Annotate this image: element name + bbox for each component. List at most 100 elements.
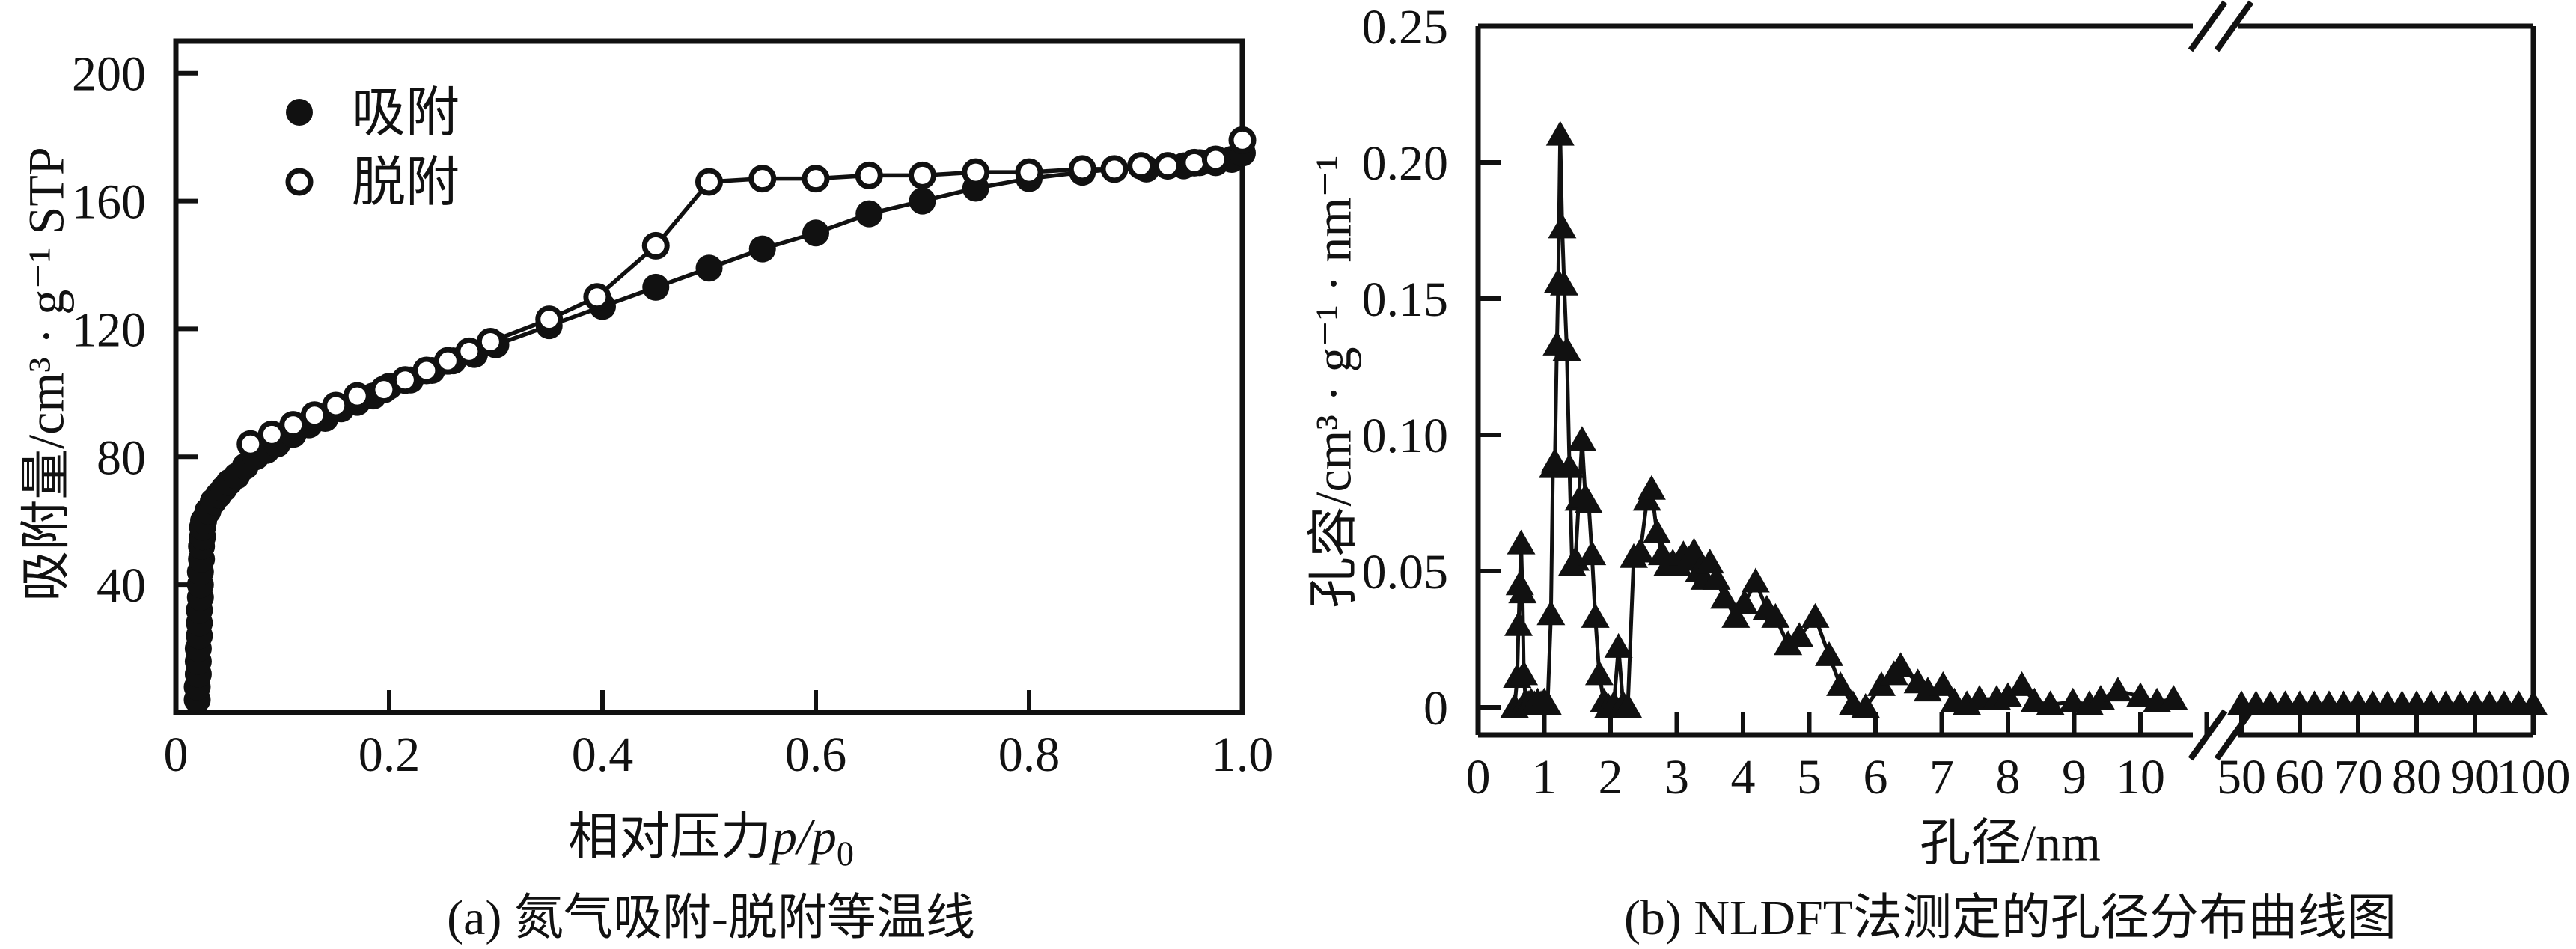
pore-point: [1567, 426, 1596, 451]
pore-point: [1548, 213, 1577, 239]
x-tick-label: 0.8: [998, 727, 1060, 782]
x-tick-label: 0.6: [785, 727, 847, 782]
x-tick-label: 3: [1664, 750, 1689, 805]
legend-label: 吸附: [352, 83, 460, 143]
axis-break-mark: [2188, 0, 2228, 52]
y-tick-label: 120: [72, 302, 146, 357]
adsorption-point: [909, 187, 936, 215]
pore-point: [1710, 584, 1739, 609]
x-tick-label: 0.4: [572, 727, 634, 782]
desorption-point: [535, 305, 564, 334]
pore-point: [2126, 682, 2155, 707]
x-tick-label: 0: [1466, 750, 1491, 805]
y-axis-title-psd: 孔容/cm³ · g⁻¹ · nm⁻¹: [1304, 155, 1362, 608]
pore-point: [1552, 336, 1581, 361]
pore-point: [1851, 693, 1880, 718]
pore-point: [1545, 120, 1575, 146]
x-tick-label: 60: [2275, 750, 2325, 805]
pore-point: [1730, 589, 1759, 614]
series-pore-distribution: [1500, 120, 2548, 718]
x-axis-title-text: 相对压力: [567, 808, 772, 866]
desorption-point: [748, 165, 777, 193]
pore-point: [1679, 537, 1709, 563]
x-tick-label: 100: [2497, 750, 2571, 805]
desorption-point: [641, 231, 670, 260]
desorption-point: [1153, 152, 1182, 180]
caption-panel-b: (b) NLDFT法测定的孔径分布曲线图: [1623, 891, 2397, 945]
x-tick-label: 7: [1929, 750, 1954, 805]
desorption-point: [370, 376, 398, 404]
pore-point: [1604, 632, 1633, 658]
desorption-point: [1100, 155, 1129, 183]
series-adsorption: [183, 139, 1256, 713]
series-line: [195, 151, 1244, 700]
y-tick-label: 0.10: [1362, 409, 1449, 463]
pore-point: [2058, 687, 2087, 712]
desorption-point: [322, 391, 350, 420]
legend-label: 脱附: [352, 153, 460, 213]
pore-point: [1555, 453, 1584, 478]
y-tick-label: 0.15: [1362, 272, 1449, 327]
pore-point: [2103, 677, 2132, 702]
x-tick-label: 70: [2334, 750, 2383, 805]
desorption-point: [236, 430, 265, 458]
desorption-point: [343, 382, 371, 410]
panel-pore-distribution: 0 0.05 0.10 0.15 0.20 0.25 0 1 2 3 4 5 6 7 8 9 10 50 60 70 8…: [1288, 0, 2576, 945]
x-tick-label: 8: [1996, 750, 2021, 805]
series-line: [1513, 135, 2174, 711]
x-axis-title-math: p/p: [771, 808, 837, 866]
desorption-point: [1015, 158, 1043, 186]
pore-point: [1504, 611, 1533, 636]
pore-point: [1507, 529, 1536, 555]
y-tick-label: 0.05: [1362, 545, 1449, 599]
x-tick-label: 6: [1864, 750, 1888, 805]
y-tick-label: 80: [97, 430, 146, 485]
x-tick-label: 10: [2116, 750, 2165, 805]
pore-point: [1533, 690, 1562, 715]
y-tick-label: 160: [72, 175, 146, 230]
pore-point: [1574, 489, 1603, 513]
plot-box: [173, 38, 1245, 715]
pore-point: [2036, 690, 2065, 715]
pore-point: [1721, 602, 1751, 628]
adsorption-point: [802, 219, 829, 247]
pore-distribution-chart: 00.050.100.150.200.250 1 2 3 4 5 6 7 8 9 10 50 60 70 8…: [1362, 0, 2571, 805]
desorption-point: [909, 161, 936, 189]
y-tick-label: 40: [97, 558, 146, 613]
legend-marker-filled-circle: [286, 99, 313, 126]
legend-marker-open-circle: [285, 168, 314, 196]
pore-point: [1929, 671, 1958, 696]
y-axis-title-isotherm: 吸附量/cm³ · g⁻¹ STP: [17, 147, 75, 602]
x-tick-label: 0.2: [358, 727, 421, 782]
pore-point: [1815, 641, 1844, 666]
desorption-point: [1068, 155, 1096, 183]
adsorption-point: [855, 200, 883, 228]
x-axis-title-psd: 孔径/nm: [1920, 814, 2101, 872]
pore-point: [1550, 270, 1579, 296]
desorption-point: [1201, 145, 1230, 174]
pore-point: [1642, 519, 1671, 544]
pore-point: [1741, 567, 1770, 593]
desorption-point: [476, 328, 504, 356]
desorption-point: [855, 161, 883, 189]
pore-point: [2007, 671, 2036, 696]
adsorption-point: [642, 273, 670, 301]
pore-point: [1584, 660, 1614, 686]
y-tick-label: 0.20: [1362, 136, 1449, 191]
pore-point: [1761, 602, 1790, 628]
pore-point: [1994, 682, 2022, 707]
desorption-point: [391, 366, 419, 394]
series-desorption: [236, 126, 1257, 458]
desorption-point: [412, 356, 441, 385]
pore-point: [1826, 671, 1855, 696]
pore-point: [1801, 602, 1830, 628]
desorption-point: [257, 420, 286, 448]
x-tick-label: 90: [2450, 750, 2500, 805]
x-tick-label: 5: [1797, 750, 1822, 805]
pore-point: [1581, 602, 1610, 628]
x-tick-label: 2: [1599, 750, 1623, 805]
x-tick-label: 9: [2062, 750, 2087, 805]
